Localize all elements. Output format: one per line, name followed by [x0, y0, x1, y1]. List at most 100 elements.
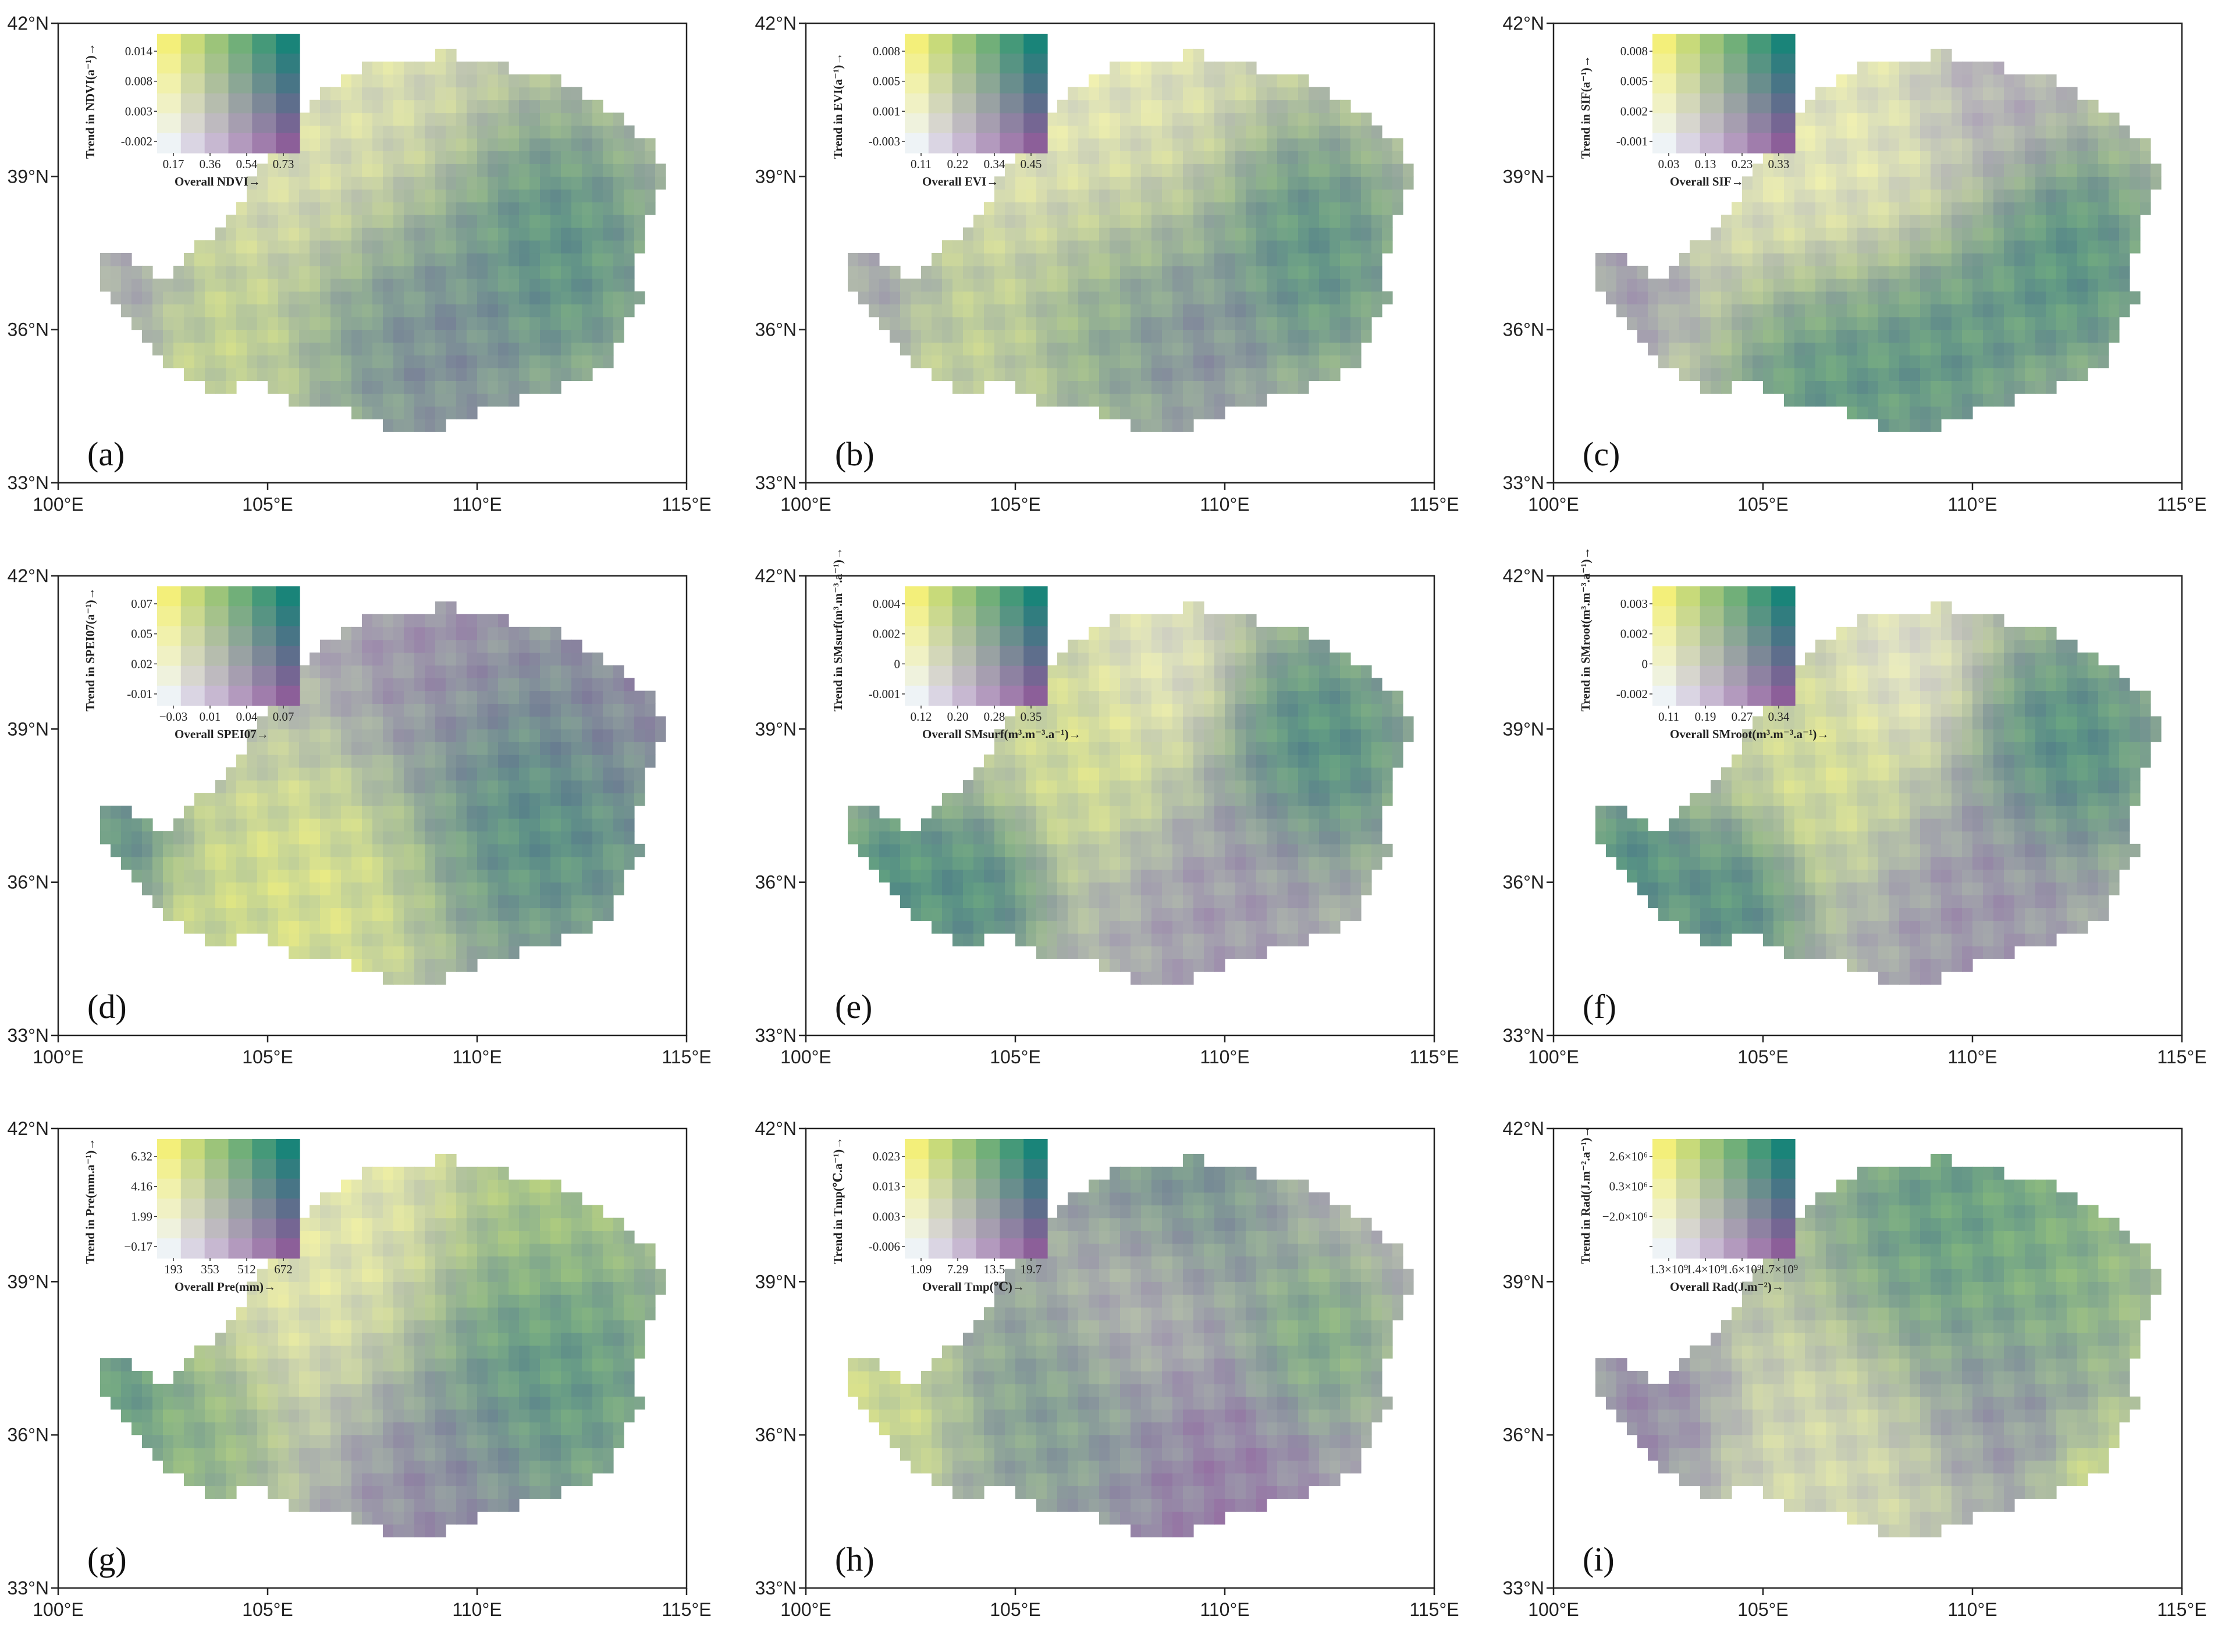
- raster-cell: [330, 856, 342, 870]
- raster-cell: [2067, 189, 2078, 202]
- raster-cell: [2119, 265, 2130, 279]
- raster-cell: [383, 163, 394, 177]
- raster-cell: [456, 843, 467, 857]
- raster-cell: [414, 368, 425, 381]
- raster-cell: [1078, 112, 1089, 126]
- y-tick-label: 36°N: [8, 319, 49, 340]
- raster-cell: [1826, 215, 1837, 228]
- raster-cell: [435, 368, 446, 381]
- raster-cell: [2035, 329, 2046, 343]
- raster-cell: [236, 227, 247, 241]
- raster-cell: [226, 920, 237, 934]
- raster-cell: [1962, 125, 1973, 139]
- raster-cell: [1857, 112, 1868, 126]
- raster-cell: [498, 933, 509, 946]
- raster-cell: [540, 754, 551, 768]
- raster-cell: [1637, 316, 1648, 330]
- legend-cell: [228, 685, 253, 706]
- raster-cell: [1350, 138, 1362, 151]
- raster-cell: [1962, 215, 1973, 228]
- raster-cell: [1110, 959, 1121, 972]
- raster-cell: [121, 291, 132, 305]
- raster-cell: [1141, 806, 1152, 819]
- raster-cell: [540, 767, 551, 781]
- raster-cell: [1120, 151, 1131, 164]
- raster-cell: [1068, 652, 1079, 666]
- raster-cell: [498, 176, 509, 190]
- raster-cell: [2025, 265, 2036, 279]
- raster-cell: [257, 265, 268, 279]
- raster-cell: [393, 278, 404, 292]
- raster-cell: [550, 163, 561, 177]
- raster-cell: [1340, 163, 1351, 177]
- raster-cell: [1753, 278, 1764, 292]
- map-svg: 100°E 105°E 110°E 115°E42°N39°N36°N33°N(a)0…: [8, 13, 712, 515]
- raster-cell: [1288, 151, 1299, 164]
- raster-cell: [1836, 342, 1847, 356]
- legend-y-tick: 0.005: [873, 74, 900, 88]
- raster-cell: [467, 703, 478, 717]
- raster-cell: [341, 393, 352, 407]
- raster-cell: [1941, 291, 1952, 305]
- raster-cell: [1089, 716, 1100, 729]
- raster-cell: [1193, 240, 1204, 254]
- raster-cell: [1131, 215, 1142, 228]
- raster-cell: [414, 406, 425, 419]
- raster-cell: [498, 856, 509, 870]
- raster-cell: [1089, 265, 1100, 279]
- raster-cell: [1773, 316, 1785, 330]
- raster-cell: [645, 138, 656, 151]
- raster-cell: [1267, 355, 1278, 369]
- raster-cell: [1815, 355, 1826, 369]
- raster-cell: [634, 716, 645, 729]
- raster-cell: [1868, 87, 1879, 101]
- raster-cell: [1204, 163, 1215, 177]
- raster-cell: [1183, 393, 1194, 407]
- raster-cell: [1141, 227, 1152, 241]
- raster-cell: [1089, 316, 1100, 330]
- raster-cell: [1836, 355, 1847, 369]
- raster-cell: [1120, 189, 1131, 202]
- raster-cell: [1005, 869, 1016, 883]
- raster-cell: [393, 265, 404, 279]
- raster-cell: [310, 652, 321, 666]
- raster-cell: [414, 946, 425, 959]
- raster-cell: [1214, 265, 1225, 279]
- raster-cell: [519, 856, 530, 870]
- raster-cell: [540, 163, 551, 177]
- legend-x-tick: 0.13: [1695, 157, 1716, 171]
- raster-cell: [1784, 393, 1795, 407]
- raster-cell: [404, 406, 415, 419]
- raster-cell: [1298, 368, 1309, 381]
- raster-cell: [984, 253, 995, 266]
- raster-cell: [362, 793, 373, 806]
- raster-cell: [467, 754, 478, 768]
- raster-cell: [477, 99, 488, 113]
- raster-cell: [900, 304, 911, 318]
- raster-cell: [404, 933, 415, 946]
- raster-cell: [1340, 316, 1351, 330]
- raster-cell: [362, 342, 373, 356]
- raster-cell: [351, 125, 362, 139]
- raster-cell: [1878, 278, 1889, 292]
- raster-cell: [1110, 703, 1121, 717]
- raster-cell: [1899, 240, 1910, 254]
- raster-cell: [2004, 291, 2015, 305]
- raster-cell: [529, 342, 541, 356]
- raster-cell: [111, 843, 122, 857]
- raster-cell: [330, 278, 342, 292]
- raster-cell: [1141, 291, 1152, 305]
- raster-cell: [446, 176, 457, 190]
- raster-cell: [1141, 933, 1152, 946]
- raster-cell: [1993, 329, 2004, 343]
- raster-cell: [205, 253, 216, 266]
- raster-cell: [2004, 138, 2015, 151]
- legend-cell: [1000, 34, 1024, 54]
- raster-cell: [330, 895, 342, 909]
- raster-cell: [2014, 253, 2025, 266]
- raster-cell: [1815, 125, 1826, 139]
- raster-cell: [383, 742, 394, 755]
- raster-cell: [341, 202, 352, 215]
- raster-cell: [488, 393, 499, 407]
- raster-cell: [404, 678, 415, 692]
